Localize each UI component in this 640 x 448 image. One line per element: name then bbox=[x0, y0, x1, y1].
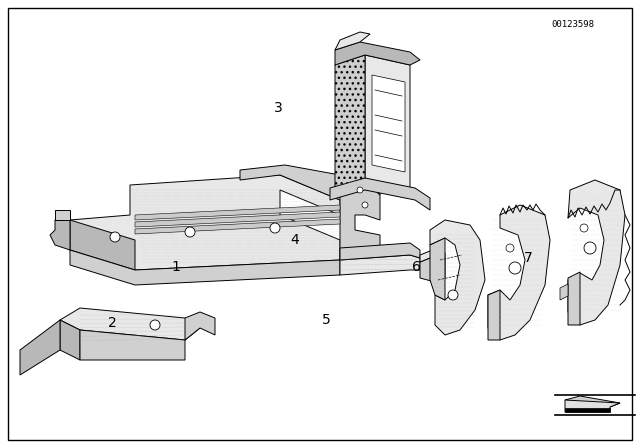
Polygon shape bbox=[20, 320, 60, 375]
Polygon shape bbox=[135, 219, 340, 234]
Text: 4: 4 bbox=[290, 233, 299, 247]
Polygon shape bbox=[568, 180, 625, 325]
Polygon shape bbox=[70, 220, 135, 270]
Text: 1: 1 bbox=[172, 259, 180, 274]
Circle shape bbox=[509, 262, 521, 274]
Polygon shape bbox=[330, 178, 430, 210]
Polygon shape bbox=[50, 220, 70, 250]
Text: 00123598: 00123598 bbox=[551, 20, 595, 29]
Text: 3: 3 bbox=[274, 100, 283, 115]
Polygon shape bbox=[60, 320, 80, 360]
Circle shape bbox=[584, 242, 596, 254]
Circle shape bbox=[506, 244, 514, 252]
Polygon shape bbox=[335, 32, 370, 50]
Polygon shape bbox=[565, 396, 620, 407]
Circle shape bbox=[185, 227, 195, 237]
Circle shape bbox=[362, 202, 368, 208]
Polygon shape bbox=[185, 312, 215, 340]
Polygon shape bbox=[240, 165, 345, 200]
Polygon shape bbox=[565, 400, 620, 412]
Polygon shape bbox=[565, 408, 610, 412]
Polygon shape bbox=[335, 42, 420, 65]
Polygon shape bbox=[135, 205, 340, 220]
Polygon shape bbox=[488, 290, 500, 340]
Polygon shape bbox=[430, 238, 445, 300]
Polygon shape bbox=[560, 284, 568, 300]
Text: 5: 5 bbox=[322, 313, 331, 327]
Circle shape bbox=[270, 223, 280, 233]
Circle shape bbox=[110, 232, 120, 242]
Text: 7: 7 bbox=[524, 250, 532, 265]
Text: 2: 2 bbox=[108, 315, 116, 330]
Polygon shape bbox=[70, 250, 340, 285]
Text: 6: 6 bbox=[412, 259, 420, 274]
Polygon shape bbox=[80, 330, 185, 360]
Polygon shape bbox=[60, 308, 200, 340]
Polygon shape bbox=[340, 170, 380, 195]
Circle shape bbox=[357, 187, 363, 193]
Polygon shape bbox=[335, 55, 365, 190]
Polygon shape bbox=[488, 205, 550, 340]
Polygon shape bbox=[420, 249, 445, 262]
Polygon shape bbox=[55, 210, 70, 220]
Circle shape bbox=[580, 224, 588, 232]
Circle shape bbox=[150, 320, 160, 330]
Polygon shape bbox=[365, 55, 410, 190]
Circle shape bbox=[448, 290, 458, 300]
Polygon shape bbox=[372, 75, 405, 172]
Polygon shape bbox=[340, 255, 420, 275]
Polygon shape bbox=[340, 175, 380, 260]
Polygon shape bbox=[340, 243, 420, 260]
Polygon shape bbox=[420, 256, 445, 282]
Polygon shape bbox=[568, 272, 580, 325]
Polygon shape bbox=[70, 175, 340, 270]
Polygon shape bbox=[430, 220, 485, 335]
Polygon shape bbox=[135, 212, 340, 227]
